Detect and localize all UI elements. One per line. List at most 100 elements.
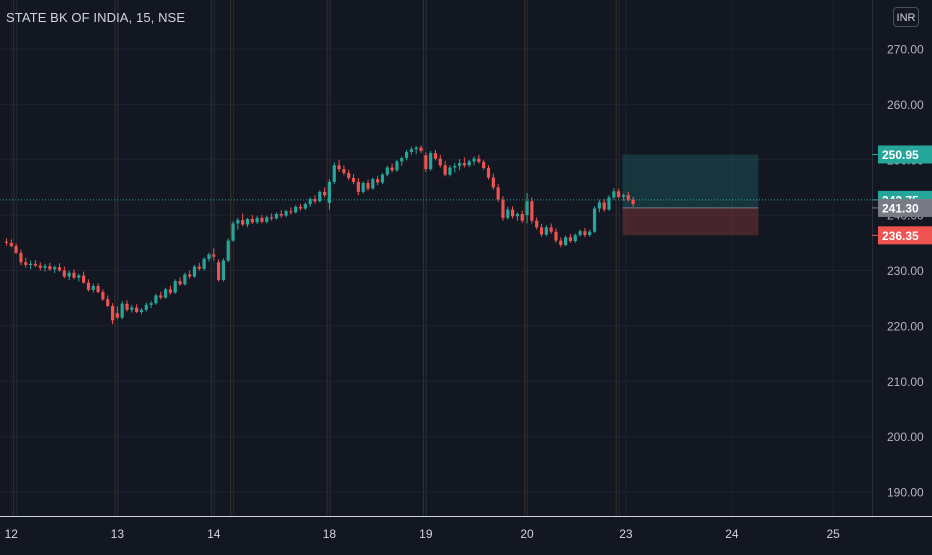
- candle-body: [351, 178, 356, 182]
- candle-body: [284, 211, 288, 216]
- candle-body: [501, 199, 505, 218]
- candle-body: [4, 241, 9, 243]
- candle-body: [390, 167, 394, 171]
- candle-body: [568, 237, 573, 242]
- candle-body: [120, 303, 124, 318]
- candle-body: [216, 262, 221, 280]
- session-separators: [13, 0, 620, 516]
- x-tick-label: 12: [5, 527, 19, 541]
- currency-button[interactable]: INR: [893, 7, 919, 27]
- y-tick-label: 190.00: [887, 486, 924, 500]
- candle-body: [173, 281, 177, 293]
- candle-body: [530, 201, 534, 221]
- candle-body: [467, 161, 471, 166]
- long-position-tool[interactable]: [622, 154, 759, 236]
- badge-label: 250.95: [882, 148, 919, 162]
- badge-background: [878, 198, 932, 217]
- candle-body: [72, 272, 76, 278]
- candle-body: [19, 252, 23, 263]
- candle-body: [221, 260, 225, 280]
- candle-body: [462, 163, 466, 166]
- candle-body: [395, 161, 399, 171]
- candle-body: [535, 220, 539, 228]
- candle-body: [308, 199, 312, 205]
- candle-body: [212, 254, 216, 257]
- candle-body: [559, 240, 563, 246]
- candle-body: [274, 214, 279, 219]
- candle-body: [91, 286, 95, 290]
- candle-body: [564, 237, 568, 246]
- candle-body: [448, 167, 452, 175]
- x-axis-labels[interactable]: 12 13 14 18 19 20 23 24 25: [5, 527, 840, 541]
- candle-body: [163, 289, 168, 298]
- x-tick-label: 18: [323, 527, 337, 541]
- badge-background: [878, 226, 932, 245]
- axes: [0, 0, 932, 517]
- candle-body: [110, 305, 115, 321]
- candle-body: [270, 217, 274, 219]
- candle-body: [265, 217, 269, 222]
- candle-body: [544, 227, 548, 235]
- candle-body: [303, 204, 307, 209]
- candle-body: [506, 209, 510, 218]
- candle-body: [520, 214, 524, 221]
- candles: [4, 145, 635, 325]
- candle-body: [327, 181, 332, 203]
- candle-body: [67, 272, 71, 277]
- candle-body: [588, 231, 592, 236]
- candle-body: [404, 151, 409, 159]
- candle-body: [511, 209, 515, 217]
- x-tick-label: 20: [520, 527, 534, 541]
- position-loss-zone: [622, 207, 759, 236]
- candle-body: [96, 286, 100, 293]
- candle-body: [607, 197, 611, 210]
- y-tick-label: 210.00: [887, 375, 924, 389]
- candle-body: [419, 147, 423, 151]
- candle-body: [385, 167, 389, 175]
- candle-body: [414, 147, 418, 150]
- candle-body: [24, 262, 28, 265]
- candle-body: [337, 165, 341, 170]
- candle-body: [38, 265, 42, 268]
- candle-body: [250, 219, 254, 223]
- x-tick-label: 25: [826, 527, 840, 541]
- candle-body: [289, 211, 293, 213]
- candle-body: [14, 246, 18, 253]
- y-tick-label: 230.00: [887, 264, 924, 278]
- candle-body: [515, 214, 520, 217]
- y-axis-labels[interactable]: 190.00200.00210.00220.00230.00240.00250.…: [887, 43, 924, 500]
- candle-body: [154, 295, 158, 304]
- candle-body: [159, 295, 163, 298]
- candle-body: [115, 313, 119, 318]
- candle-body: [77, 275, 81, 278]
- candle-body: [621, 195, 626, 197]
- candle-body: [371, 179, 375, 189]
- candle-body: [496, 187, 500, 200]
- candle-body: [626, 195, 630, 200]
- x-tick-label: 23: [619, 527, 633, 541]
- candle-body: [245, 219, 250, 225]
- position-profit-zone: [622, 154, 759, 208]
- candle-body: [583, 231, 587, 236]
- x-tick-label: 14: [207, 527, 221, 541]
- candle-body: [549, 227, 553, 232]
- candle-body: [62, 270, 66, 277]
- candle-body: [332, 165, 336, 182]
- candle-body: [188, 274, 192, 277]
- candle-body: [82, 275, 86, 283]
- candle-body: [139, 309, 144, 313]
- badge-background: [878, 145, 932, 164]
- y-tick-label: 270.00: [887, 43, 924, 57]
- candle-body: [226, 240, 230, 261]
- candle-body: [144, 304, 148, 310]
- symbol-title[interactable]: STATE BK OF INDIA, 15, NSE: [6, 10, 186, 25]
- candle-body: [106, 299, 110, 306]
- y-tick-label: 260.00: [887, 98, 924, 112]
- candle-body: [178, 281, 182, 285]
- candle-body: [361, 183, 365, 192]
- entry-price-badge: 241.30: [872, 198, 932, 217]
- candle-body: [554, 231, 558, 241]
